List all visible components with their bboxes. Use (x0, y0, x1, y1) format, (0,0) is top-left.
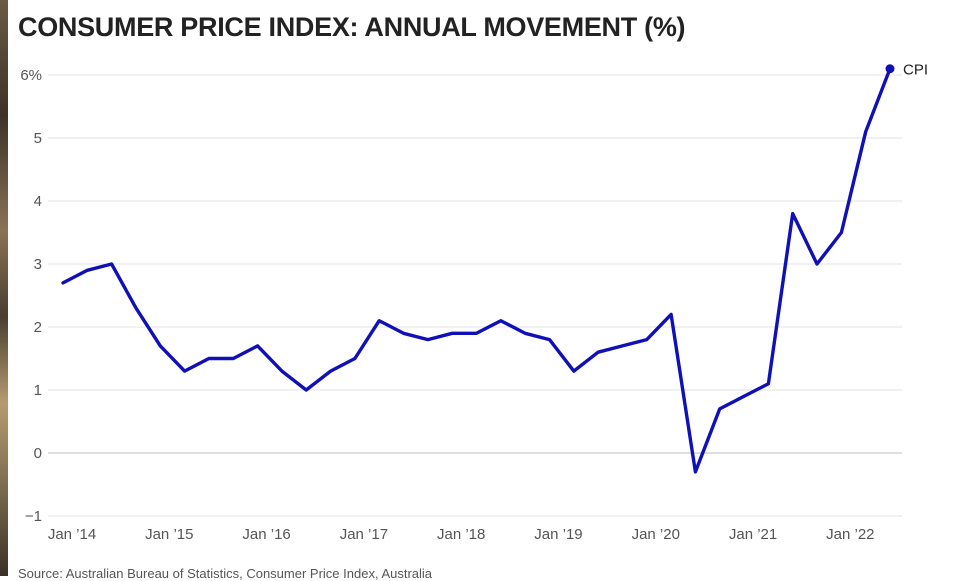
x-tick-label: Jan ’16 (242, 526, 290, 543)
y-axis-ticks: −1 0 1 2 3 4 5 6% (20, 67, 42, 525)
cpi-series-line (61, 66, 892, 474)
gridlines (48, 74, 902, 517)
background-image-strip (0, 0, 8, 576)
chart-title: CONSUMER PRICE INDEX: ANNUAL MOVEMENT (%… (18, 12, 686, 42)
chart-source: Source: Australian Bureau of Statistics,… (18, 566, 433, 581)
cpi-endpoint-marker (885, 64, 895, 74)
y-tick-label: −1 (25, 508, 42, 525)
x-tick-label: Jan ’19 (534, 526, 582, 543)
x-tick-label: Jan ’21 (729, 526, 777, 543)
y-tick-label: 2 (34, 319, 42, 336)
y-tick-label: 5 (34, 130, 42, 147)
x-tick-label: Jan ’15 (145, 526, 193, 543)
series-label-cpi: CPI (903, 62, 928, 79)
y-tick-label: 1 (34, 382, 42, 399)
y-tick-label: 3 (34, 256, 42, 273)
x-tick-label: Jan ’20 (632, 526, 680, 543)
x-axis-ticks: Jan ’14 Jan ’15 Jan ’16 Jan ’17 Jan ’18 Jan ’… (48, 526, 875, 543)
x-tick-label: Jan ’14 (48, 526, 96, 543)
y-tick-label: 6% (20, 67, 42, 84)
series-group: CPI (61, 62, 928, 474)
x-tick-label: Jan ’18 (437, 526, 485, 543)
x-tick-label: Jan ’17 (340, 526, 388, 543)
x-tick-label: Jan ’22 (826, 526, 874, 543)
y-tick-label: 0 (34, 445, 42, 462)
y-tick-label: 4 (34, 193, 42, 210)
